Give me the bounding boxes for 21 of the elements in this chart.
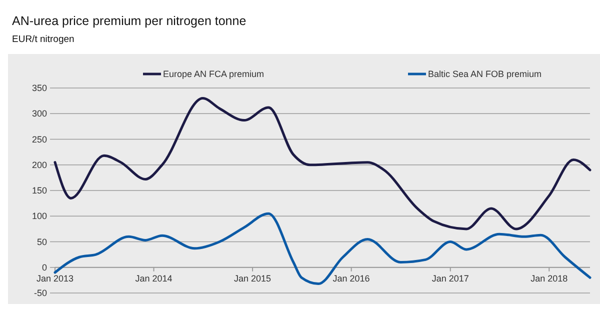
x-tick-label: Jan 2015 [234, 273, 272, 284]
y-tick-label: 300 [32, 108, 47, 119]
y-tick-label: -50 [34, 288, 47, 298]
y-tick-label: 100 [32, 211, 47, 222]
chart-title: AN-urea price premium per nitrogen tonne [12, 14, 246, 28]
y-tick-label: 200 [32, 160, 47, 170]
y-tick-label: 350 [32, 83, 47, 93]
y-tick-label: 0 [42, 262, 47, 272]
x-tick-label: Jan 2018 [530, 273, 568, 284]
y-tick-label: 50 [36, 236, 47, 247]
x-tick-label: Jan 2013 [36, 273, 74, 284]
y-axis-title: EUR/t nitrogen [12, 34, 74, 45]
y-tick-label: 250 [32, 134, 47, 144]
x-tick-label: Jan 2016 [332, 273, 370, 284]
x-tick-label: Jan 2014 [135, 273, 172, 284]
y-tick-label: 150 [32, 186, 47, 196]
legend-label: Baltic Sea AN FOB premium [428, 69, 542, 79]
legend-label: Europe AN FCA premium [163, 69, 264, 79]
x-tick-label: Jan 2017 [432, 273, 469, 284]
line-series [54, 97, 592, 230]
line-series [54, 212, 592, 286]
